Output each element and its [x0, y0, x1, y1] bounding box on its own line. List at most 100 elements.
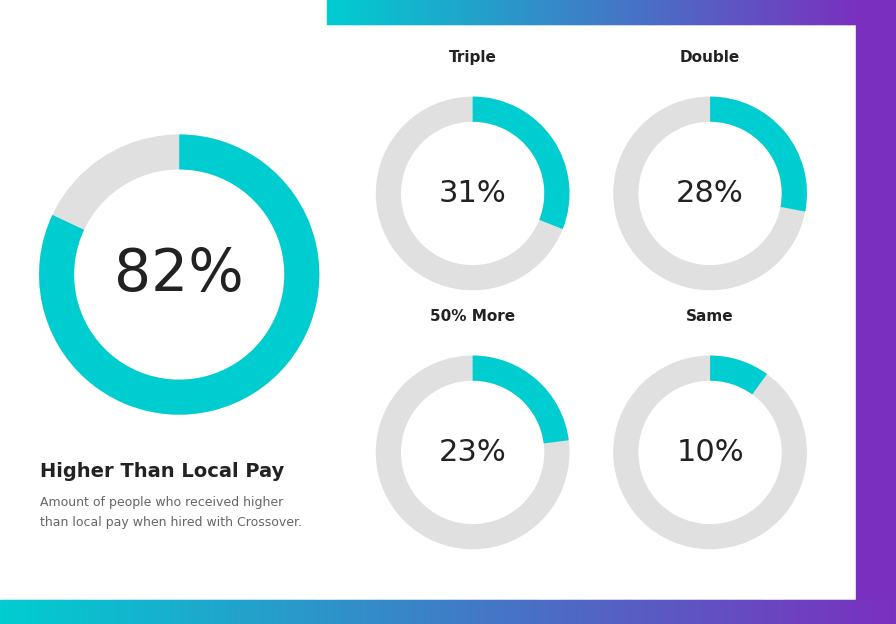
Bar — [466, 600, 470, 624]
Bar — [849, 600, 852, 624]
Bar — [851, 0, 854, 24]
Bar — [699, 0, 702, 24]
Bar — [723, 0, 726, 24]
Bar — [215, 600, 219, 624]
Bar — [56, 600, 61, 624]
Bar — [639, 600, 643, 624]
Bar — [15, 600, 19, 624]
Bar — [428, 0, 431, 24]
Bar — [503, 0, 505, 24]
Bar — [110, 600, 115, 624]
Bar — [779, 0, 781, 24]
Bar — [757, 0, 760, 24]
Bar — [762, 0, 765, 24]
Bar — [134, 600, 138, 624]
Bar — [791, 0, 794, 24]
Bar — [356, 600, 359, 624]
Bar — [562, 600, 565, 624]
Bar — [150, 600, 153, 624]
Bar — [425, 0, 427, 24]
Bar — [212, 600, 216, 624]
Bar — [427, 600, 431, 624]
Bar — [746, 0, 749, 24]
Bar — [804, 600, 807, 624]
Text: Triple: Triple — [449, 50, 496, 66]
Bar — [594, 600, 599, 624]
Bar — [564, 600, 568, 624]
Bar — [442, 600, 446, 624]
Bar — [750, 600, 754, 624]
Bar — [363, 0, 366, 24]
Bar — [828, 0, 831, 24]
Bar — [672, 0, 675, 24]
Bar — [753, 600, 756, 624]
Bar — [697, 0, 700, 24]
Bar — [471, 0, 474, 24]
Bar — [143, 600, 147, 624]
Bar — [768, 600, 771, 624]
Bar — [844, 0, 847, 24]
Bar — [254, 600, 258, 624]
Wedge shape — [473, 356, 569, 444]
Bar — [652, 0, 655, 24]
Bar — [320, 600, 323, 624]
Bar — [822, 600, 825, 624]
Bar — [551, 0, 554, 24]
Bar — [336, 0, 339, 24]
Bar — [537, 0, 539, 24]
Bar — [609, 600, 613, 624]
Bar — [164, 600, 168, 624]
Bar — [712, 0, 715, 24]
Bar — [374, 0, 376, 24]
Bar — [457, 0, 460, 24]
Bar — [589, 600, 592, 624]
Text: 82%: 82% — [115, 246, 244, 303]
Bar — [463, 600, 467, 624]
Bar — [394, 600, 398, 624]
Bar — [459, 0, 461, 24]
Bar — [721, 0, 724, 24]
Bar — [851, 600, 855, 624]
Bar — [800, 0, 803, 24]
Bar — [419, 0, 422, 24]
Bar — [132, 600, 135, 624]
Bar — [394, 0, 397, 24]
Bar — [365, 0, 367, 24]
Bar — [260, 600, 263, 624]
Bar — [589, 0, 591, 24]
Bar — [771, 0, 774, 24]
Bar — [233, 600, 237, 624]
Text: Double: Double — [680, 50, 740, 66]
Bar — [407, 0, 409, 24]
Bar — [795, 0, 797, 24]
Bar — [735, 600, 738, 624]
Bar — [170, 600, 174, 624]
Bar — [347, 0, 349, 24]
Bar — [809, 600, 814, 624]
Bar — [298, 600, 303, 624]
Bar — [884, 600, 888, 624]
Bar — [827, 600, 831, 624]
Bar — [582, 0, 584, 24]
Bar — [618, 0, 621, 24]
Bar — [349, 600, 353, 624]
Bar — [893, 600, 896, 624]
Bar — [421, 600, 425, 624]
Bar — [526, 600, 530, 624]
Bar — [30, 600, 34, 624]
Bar — [502, 600, 505, 624]
Wedge shape — [613, 97, 807, 290]
Wedge shape — [711, 356, 767, 394]
Bar — [188, 600, 192, 624]
Bar — [802, 0, 805, 24]
Bar — [396, 0, 399, 24]
Bar — [487, 0, 489, 24]
Bar — [569, 0, 572, 24]
Bar — [383, 600, 386, 624]
Bar — [538, 600, 541, 624]
Bar — [683, 0, 685, 24]
Bar — [665, 0, 668, 24]
Bar — [839, 0, 841, 24]
Bar — [480, 0, 483, 24]
Bar — [836, 600, 840, 624]
